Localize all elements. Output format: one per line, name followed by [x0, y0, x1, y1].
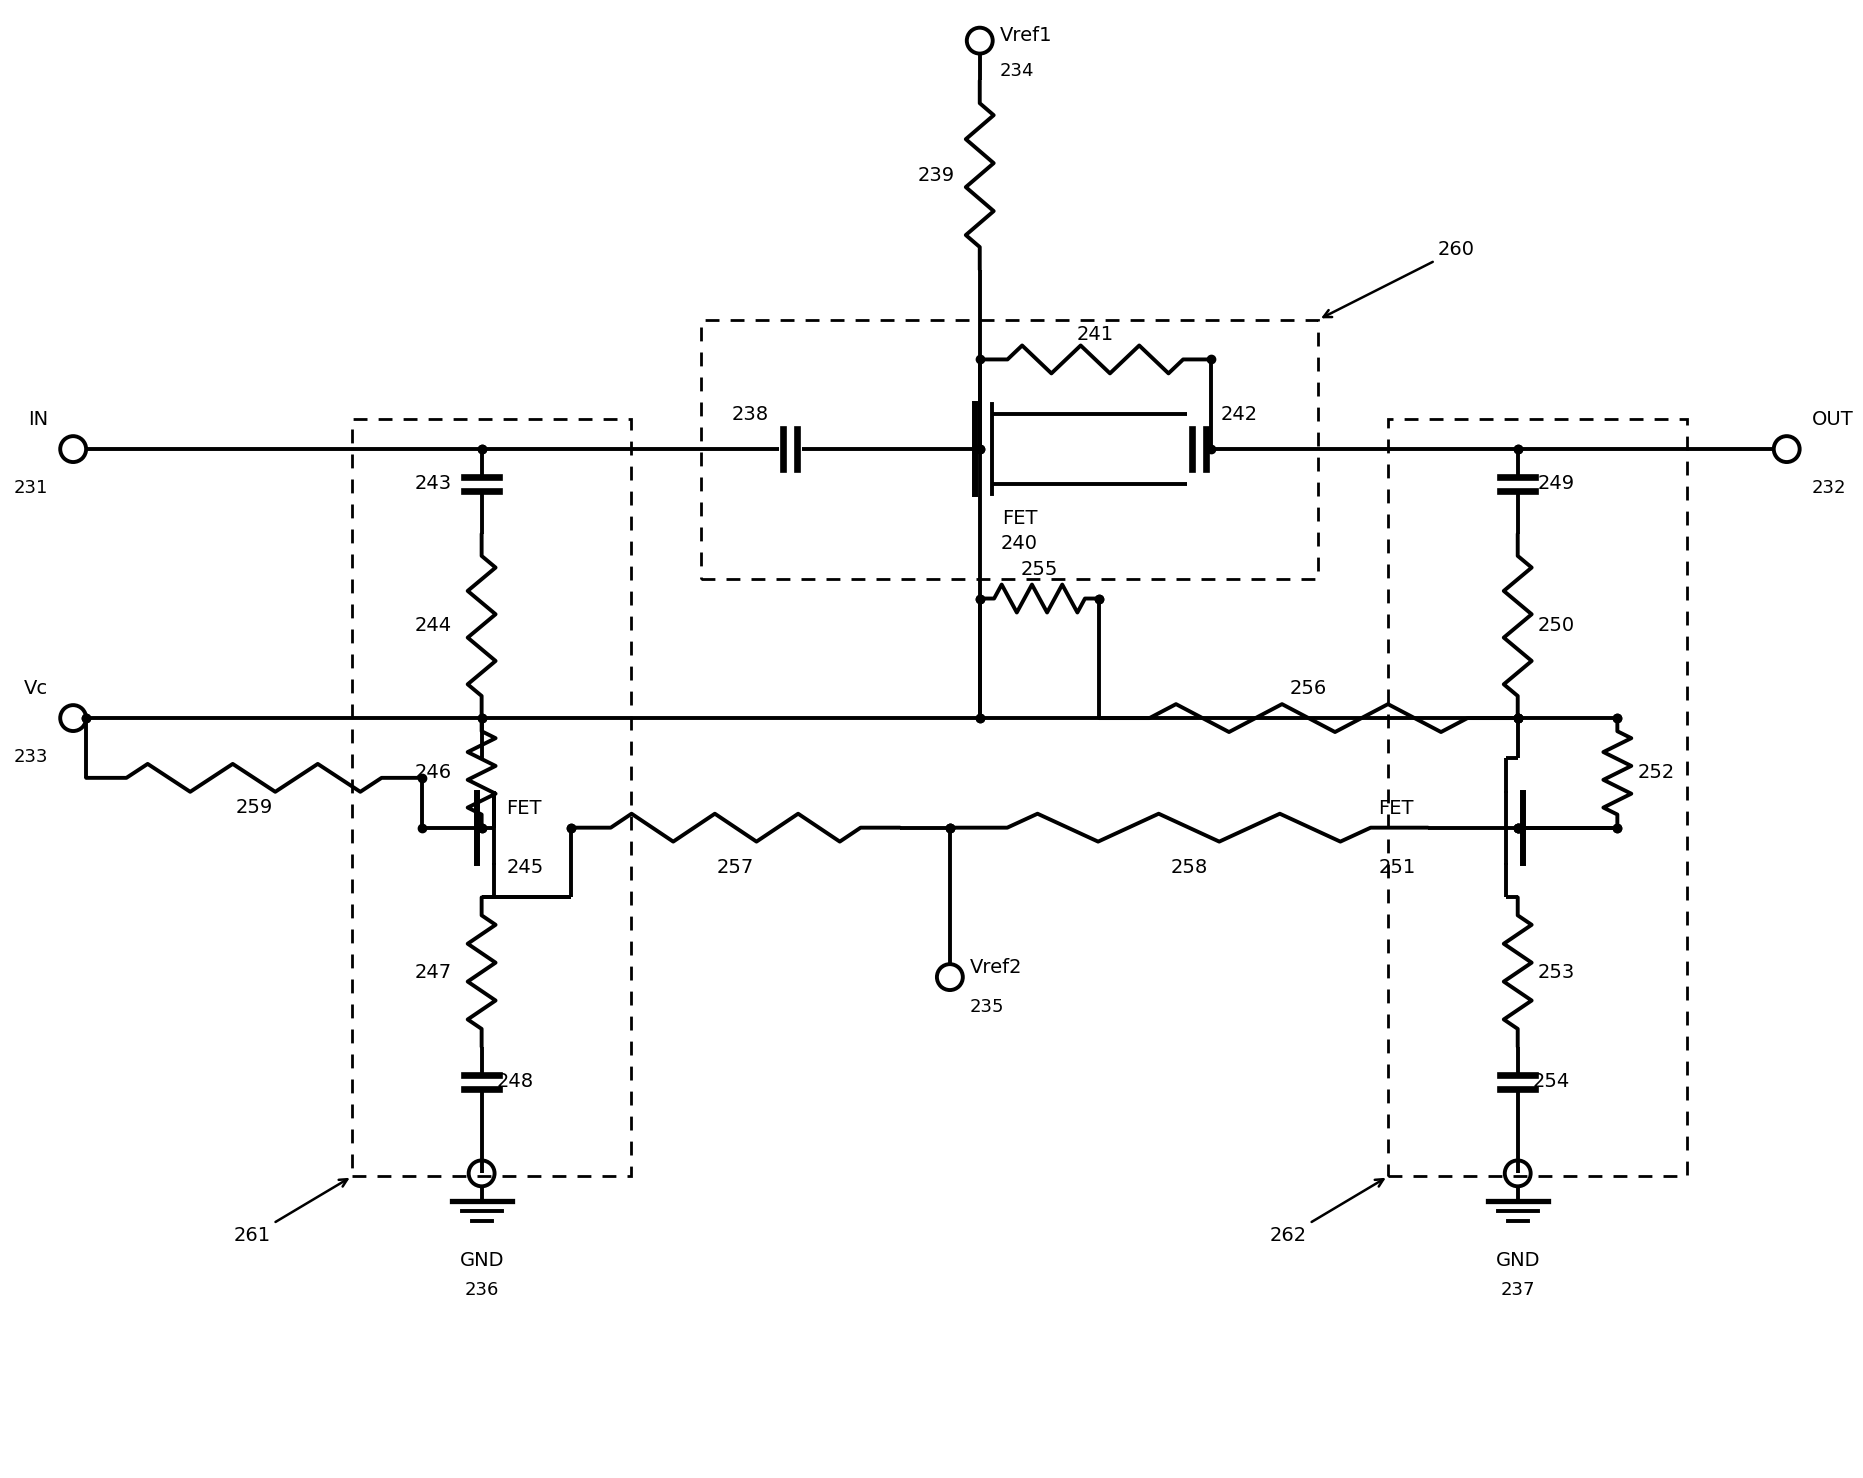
- Text: 244: 244: [415, 616, 451, 636]
- Text: 234: 234: [1000, 62, 1034, 80]
- Text: 248: 248: [497, 1072, 533, 1091]
- Text: Vref2: Vref2: [971, 958, 1023, 977]
- Text: Vref1: Vref1: [1000, 27, 1053, 46]
- Text: FET: FET: [1379, 798, 1414, 817]
- Text: 238: 238: [732, 405, 769, 424]
- Text: 261: 261: [235, 1179, 347, 1244]
- Text: 245: 245: [507, 857, 544, 876]
- Text: 259: 259: [235, 798, 272, 817]
- Text: 253: 253: [1537, 962, 1574, 981]
- Bar: [700, 319, 1319, 578]
- Text: 231: 231: [13, 479, 48, 497]
- Text: GND: GND: [460, 1250, 503, 1270]
- Text: 252: 252: [1638, 763, 1675, 782]
- Bar: [1388, 420, 1688, 1176]
- Text: FET: FET: [507, 798, 542, 817]
- Text: 249: 249: [1537, 474, 1574, 494]
- Text: 247: 247: [415, 962, 451, 981]
- Text: FET: FET: [1002, 508, 1038, 528]
- Text: 258: 258: [1170, 857, 1207, 876]
- Text: 243: 243: [415, 474, 451, 494]
- Text: 260: 260: [1323, 241, 1475, 318]
- Text: 239: 239: [918, 166, 956, 185]
- Text: 246: 246: [415, 763, 451, 782]
- Text: 236: 236: [464, 1281, 499, 1299]
- Text: 257: 257: [717, 857, 755, 876]
- Text: 235: 235: [971, 998, 1004, 1015]
- Text: GND: GND: [1496, 1250, 1541, 1270]
- Text: OUT: OUT: [1811, 411, 1854, 429]
- Text: 233: 233: [13, 748, 48, 766]
- Text: 242: 242: [1220, 405, 1258, 424]
- Text: Vc: Vc: [24, 680, 48, 698]
- Text: 237: 237: [1500, 1281, 1535, 1299]
- Text: 232: 232: [1811, 479, 1846, 497]
- Text: 255: 255: [1021, 560, 1058, 578]
- Text: 240: 240: [1000, 534, 1038, 553]
- Text: 262: 262: [1271, 1179, 1384, 1244]
- Text: 250: 250: [1537, 616, 1574, 636]
- Text: 241: 241: [1077, 325, 1114, 344]
- Text: 254: 254: [1533, 1072, 1571, 1091]
- Text: 251: 251: [1379, 857, 1416, 876]
- Text: 256: 256: [1289, 680, 1326, 698]
- Text: IN: IN: [28, 411, 48, 429]
- Bar: [352, 420, 632, 1176]
